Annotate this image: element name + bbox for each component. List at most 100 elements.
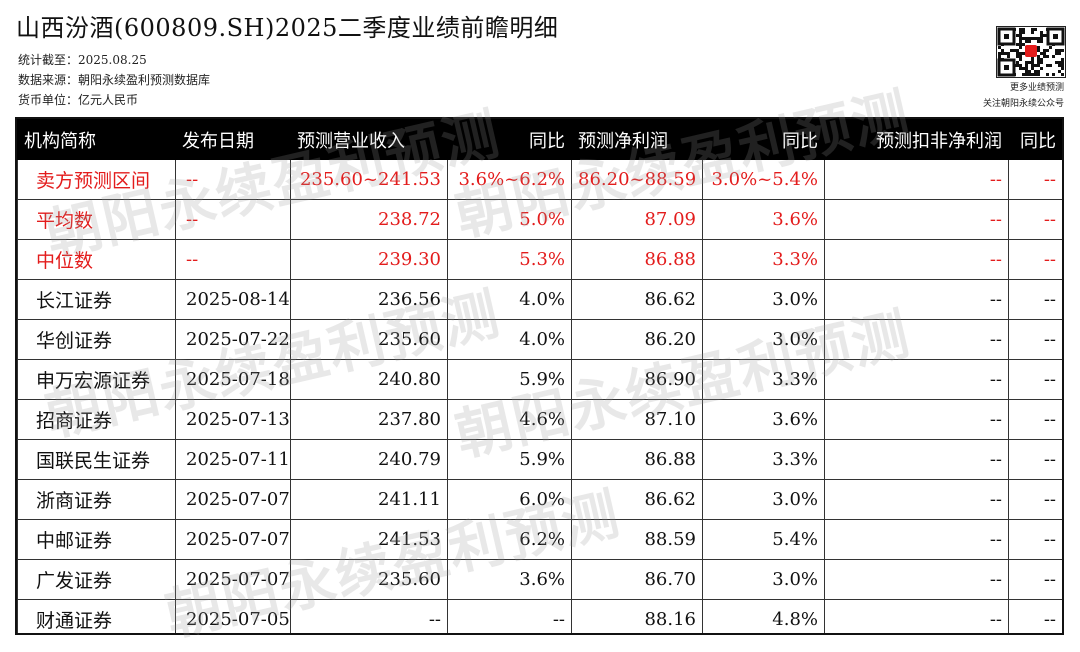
col-net-profit-cell: 86.62 bbox=[571, 479, 703, 520]
col-revenue-cell: 241.11 bbox=[290, 479, 448, 520]
col-revenue-cell: 235.60 bbox=[290, 319, 448, 360]
col-revenue-yoy-cell: 3.6% bbox=[447, 559, 572, 600]
meta-currency-unit: 货币单位：亿元人民币 bbox=[18, 93, 139, 107]
col-adj-yoy-cell: -- bbox=[1008, 439, 1062, 480]
col-net-profit-cell: 88.16 bbox=[571, 599, 703, 633]
col-net-profit-yoy-cell: 3.3% bbox=[702, 359, 825, 400]
report-meta: 统计截至：2025.08.25 数据来源：朝阳永续盈利预测数据库 货币单位：亿元… bbox=[18, 50, 210, 110]
col-revenue-yoy-cell: 3.6%~6.2% bbox=[447, 159, 572, 200]
col-org-cell: 长江证券 bbox=[17, 279, 176, 320]
col-adj-net-profit-cell: -- bbox=[824, 319, 1009, 360]
col-net-profit-yoy-cell: 3.0%~5.4% bbox=[702, 159, 825, 200]
meta-data-source: 数据来源：朝阳永续盈利预测数据库 bbox=[18, 73, 211, 87]
col-org-cell: 平均数 bbox=[17, 199, 176, 240]
col-net-profit-yoy-cell: 3.3% bbox=[702, 439, 825, 480]
col-net-profit-yoy-cell: 3.6% bbox=[702, 399, 825, 440]
col-org-cell: 中位数 bbox=[17, 239, 176, 280]
col-revenue-cell: 239.30 bbox=[290, 239, 448, 280]
summary-row: 中位数 -- 239.30 5.3% 86.88 3.3% -- -- bbox=[17, 239, 1062, 280]
table-row: 国联民生证券 2025-07-11 240.79 5.9% 86.88 3.3% -- -- bbox=[17, 439, 1062, 480]
summary-row: 平均数 -- 238.72 5.0% 87.09 3.6% -- -- bbox=[17, 199, 1062, 240]
col-adj-net-profit-cell: -- bbox=[824, 239, 1009, 280]
table-row: 长江证券 2025-08-14 236.56 4.0% 86.62 3.0% -- -- bbox=[17, 279, 1062, 320]
col-adj-yoy-cell: -- bbox=[1008, 159, 1062, 200]
col-adj-yoy-header: 同比 bbox=[1008, 119, 1062, 160]
col-revenue-cell: 236.56 bbox=[290, 279, 448, 320]
col-adj-net-profit-cell: -- bbox=[824, 479, 1009, 520]
col-adj-yoy-cell: -- bbox=[1008, 199, 1062, 240]
col-org-cell: 国联民生证券 bbox=[17, 439, 176, 480]
table-row: 广发证券 2025-07-07 235.60 3.6% 86.70 3.0% -- -- bbox=[17, 559, 1062, 600]
col-revenue-yoy-cell: 4.0% bbox=[447, 279, 572, 320]
col-adj-yoy-cell: -- bbox=[1008, 519, 1062, 560]
col-org-cell: 广发证券 bbox=[17, 559, 176, 600]
col-adj-yoy-cell: -- bbox=[1008, 239, 1062, 280]
col-revenue-yoy-cell: 4.6% bbox=[447, 399, 572, 440]
col-revenue-yoy-cell: 5.9% bbox=[447, 439, 572, 480]
col-adj-yoy-cell: -- bbox=[1008, 359, 1062, 400]
col-adj-yoy-cell: -- bbox=[1008, 479, 1062, 520]
forecast-table: 机构简称 发布日期 预测营业收入 同比 预测净利润 同比 预测扣非净利润 同比 卖方预测区间 -… bbox=[17, 119, 1062, 633]
col-revenue-yoy-cell: 6.0% bbox=[447, 479, 572, 520]
col-revenue-yoy-cell: 4.0% bbox=[447, 319, 572, 360]
col-date-cell: 2025-07-07 bbox=[175, 559, 291, 600]
col-adj-net-profit-cell: -- bbox=[824, 559, 1009, 600]
col-org-cell: 中邮证券 bbox=[17, 519, 176, 560]
col-date-cell: 2025-07-05 bbox=[175, 599, 291, 633]
col-org-cell: 卖方预测区间 bbox=[17, 159, 176, 200]
col-date-cell: -- bbox=[175, 159, 291, 200]
col-revenue-header: 预测营业收入 bbox=[290, 119, 448, 160]
col-adj-net-profit-cell: -- bbox=[824, 399, 1009, 440]
col-adj-yoy-cell: -- bbox=[1008, 319, 1062, 360]
col-net-profit-cell: 86.62 bbox=[571, 279, 703, 320]
col-date-cell: 2025-07-18 bbox=[175, 359, 291, 400]
qr-code-icon[interactable] bbox=[996, 26, 1066, 78]
col-date-cell: 2025-07-22 bbox=[175, 319, 291, 360]
col-revenue-cell: 240.80 bbox=[290, 359, 448, 400]
table-row: 财通证券 2025-07-05 -- -- 88.16 4.8% -- -- bbox=[17, 599, 1062, 633]
col-adj-net-profit-cell: -- bbox=[824, 439, 1009, 480]
col-net-profit-cell: 88.59 bbox=[571, 519, 703, 560]
col-date-header: 发布日期 bbox=[175, 119, 291, 160]
table-row: 中邮证券 2025-07-07 241.53 6.2% 88.59 5.4% -- -- bbox=[17, 519, 1062, 560]
col-net-profit-yoy-cell: 3.3% bbox=[702, 239, 825, 280]
col-net-profit-cell: 86.70 bbox=[571, 559, 703, 600]
col-net-profit-cell: 86.20 bbox=[571, 319, 703, 360]
table-row: 华创证券 2025-07-22 235.60 4.0% 86.20 3.0% -- -- bbox=[17, 319, 1062, 360]
col-net-profit-yoy-cell: 3.0% bbox=[702, 479, 825, 520]
table-header-row: 机构简称 发布日期 预测营业收入 同比 预测净利润 同比 预测扣非净利润 同比 bbox=[17, 119, 1062, 160]
col-net-profit-cell: 87.10 bbox=[571, 399, 703, 440]
col-adj-yoy-cell: -- bbox=[1008, 279, 1062, 320]
col-net-profit-cell: 87.09 bbox=[571, 199, 703, 240]
table-body: 卖方预测区间 -- 235.60~241.53 3.6%~6.2% 86.20~88.5… bbox=[17, 159, 1062, 633]
col-revenue-yoy-cell: 5.3% bbox=[447, 239, 572, 280]
col-adj-net-profit-cell: -- bbox=[824, 159, 1009, 200]
col-org-cell: 财通证券 bbox=[17, 599, 176, 633]
col-revenue-yoy-cell: 5.9% bbox=[447, 359, 572, 400]
col-adj-yoy-cell: -- bbox=[1008, 399, 1062, 440]
col-net-profit-cell: 86.88 bbox=[571, 439, 703, 480]
qr-caption-more-forecasts: 更多业绩预测 bbox=[1009, 83, 1064, 93]
col-net-profit-yoy-header: 同比 bbox=[702, 119, 825, 160]
col-adj-yoy-cell: -- bbox=[1008, 559, 1062, 600]
col-net-profit-yoy-cell: 4.8% bbox=[702, 599, 825, 633]
col-revenue-yoy-header: 同比 bbox=[447, 119, 572, 160]
col-net-profit-cell: 86.88 bbox=[571, 239, 703, 280]
col-adj-net-profit-header: 预测扣非净利润 bbox=[824, 119, 1009, 160]
col-net-profit-cell: 86.90 bbox=[571, 359, 703, 400]
col-revenue-yoy-cell: 6.2% bbox=[447, 519, 572, 560]
col-org-cell: 招商证券 bbox=[17, 399, 176, 440]
col-revenue-cell: -- bbox=[290, 599, 448, 633]
col-date-cell: 2025-07-13 bbox=[175, 399, 291, 440]
qr-caption-follow-account: 关注朝阳永续公众号 bbox=[982, 99, 1064, 109]
col-org-cell: 浙商证券 bbox=[17, 479, 176, 520]
meta-cutoff-date: 统计截至：2025.08.25 bbox=[18, 53, 147, 67]
col-net-profit-yoy-cell: 3.6% bbox=[702, 199, 825, 240]
col-revenue-cell: 241.53 bbox=[290, 519, 448, 560]
col-revenue-cell: 240.79 bbox=[290, 439, 448, 480]
col-adj-net-profit-cell: -- bbox=[824, 359, 1009, 400]
col-revenue-cell: 237.80 bbox=[290, 399, 448, 440]
col-date-cell: 2025-07-11 bbox=[175, 439, 291, 480]
col-revenue-yoy-cell: 5.0% bbox=[447, 199, 572, 240]
table-row: 招商证券 2025-07-13 237.80 4.6% 87.10 3.6% -- -- bbox=[17, 399, 1062, 440]
